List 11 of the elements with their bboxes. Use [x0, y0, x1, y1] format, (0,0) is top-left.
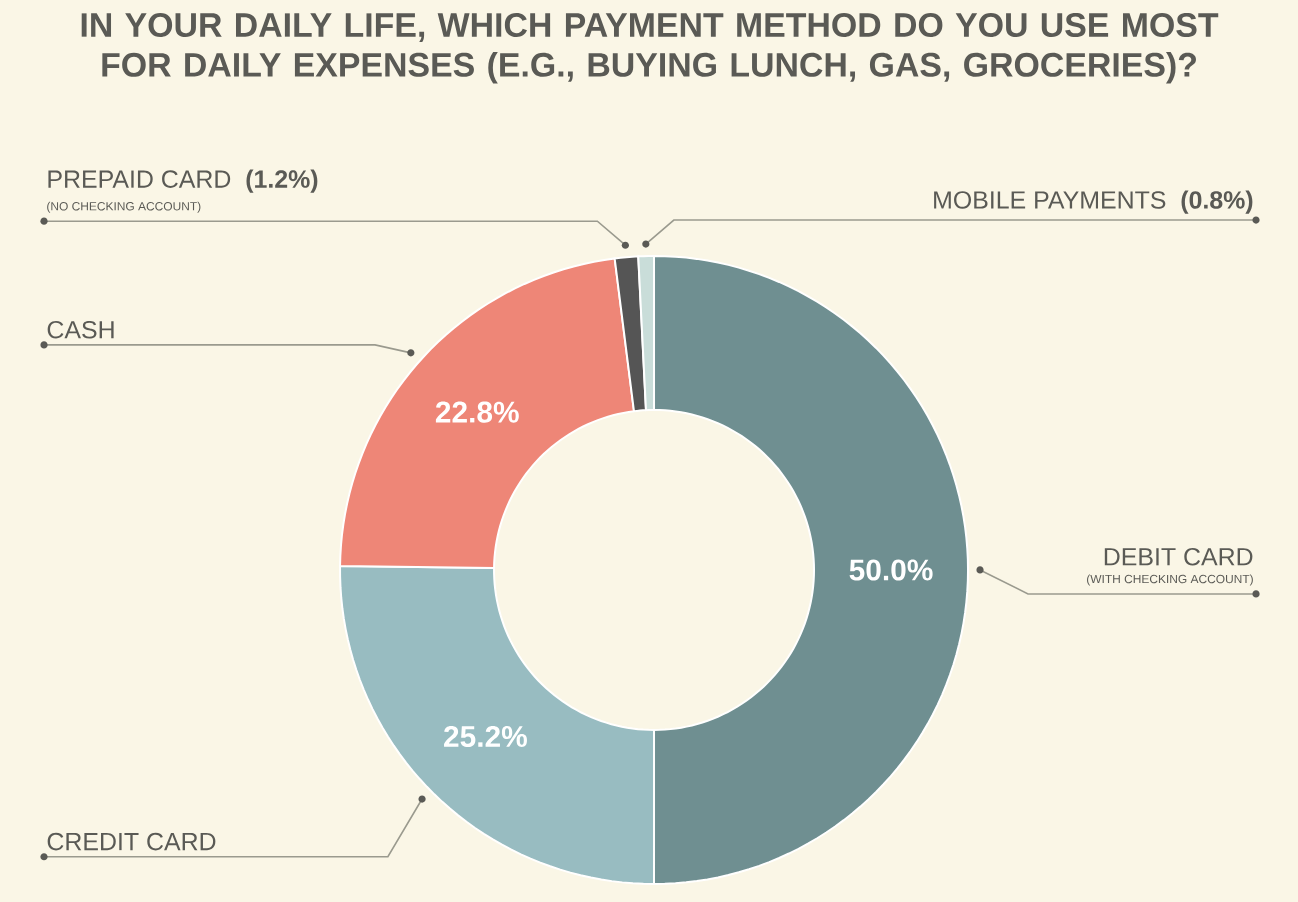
slice-label: CASH: [47, 320, 114, 339]
data-label: 22.8%: [435, 401, 519, 423]
data-label: (1.2%): [246, 169, 318, 193]
slice-label: CREDIT CARD: [47, 832, 216, 851]
data-label: 25.2%: [444, 725, 527, 748]
chart-title: IN YOUR DAILY LIFE, WHICH PAYMENT METHOD DO YOU USE MOST FOR DAILY EXPENSES (E.G., BUYING LUNCH, GAS, GROCERIES)?: [81, 13, 1219, 84]
slice-label: PREPAID CARD: [48, 170, 231, 188]
data-label: (0.8%): [1181, 190, 1253, 214]
slice-label: MOBILE PAYMENTS: [934, 191, 1166, 209]
data-label: 50.0%: [849, 559, 933, 581]
slice-label: DEBIT CARD: [1104, 547, 1253, 566]
